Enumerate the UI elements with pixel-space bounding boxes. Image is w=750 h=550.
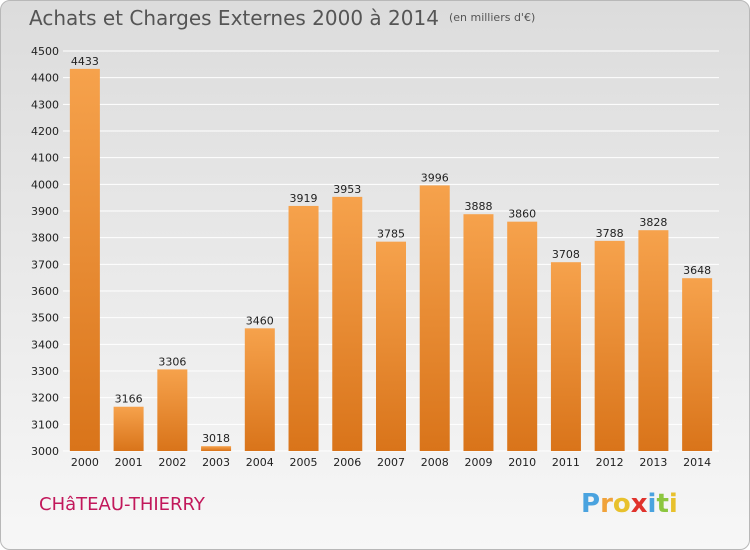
bar-2002 [157, 369, 188, 451]
y-tick-label: 4300 [31, 98, 59, 111]
bar-2011 [550, 262, 581, 451]
logo-letter: r [600, 489, 613, 519]
bar-value-label: 3828 [639, 216, 667, 229]
bar-value-label: 3648 [683, 264, 711, 277]
bar-value-label: 3919 [290, 192, 318, 205]
x-tick-label: 2013 [639, 456, 667, 469]
logo-letter: o [612, 489, 631, 519]
x-tick-label: 2005 [290, 456, 318, 469]
chart-title: Achats et Charges Externes 2000 à 2014 (e… [29, 6, 535, 30]
y-tick-label: 3400 [31, 338, 59, 351]
bar-value-label: 3953 [333, 183, 361, 196]
y-tick-label: 3300 [31, 365, 59, 378]
logo-letter: P [581, 489, 601, 519]
bar-2006 [332, 196, 363, 451]
y-tick-label: 3500 [31, 312, 59, 325]
logo-letter: x [630, 489, 648, 519]
y-tick-label: 4400 [31, 72, 59, 85]
chart-unit: (en milliers d'€) [448, 11, 536, 24]
bar-2014 [682, 278, 713, 451]
bar-2008 [419, 185, 450, 451]
x-tick-label: 2003 [202, 456, 230, 469]
x-tick-label: 2001 [115, 456, 143, 469]
bar-value-label: 3996 [421, 171, 449, 184]
bars: 4433 3166 3306 3018 3460 3919 3953 3785 3996 3888… [69, 55, 713, 451]
x-tick-label: 2002 [158, 456, 186, 469]
bar-2007 [376, 241, 406, 451]
bar-2005 [288, 205, 319, 451]
bar-2013 [638, 230, 669, 451]
x-tick-label: 2010 [508, 456, 536, 469]
bar-value-label: 3306 [158, 355, 186, 368]
bar-value-label: 3888 [464, 200, 492, 213]
x-tick-label: 2000 [71, 456, 99, 469]
y-tick-label: 4500 [31, 45, 59, 58]
bar-value-label: 3460 [246, 314, 274, 327]
proxiti-logo: Proxiti [581, 489, 678, 519]
y-tick-label: 3900 [31, 205, 59, 218]
y-tick-label: 3700 [31, 258, 59, 271]
bar-2004 [244, 328, 275, 451]
bar-value-label: 3785 [377, 228, 405, 241]
x-tick-label: 2012 [596, 456, 624, 469]
commune-name: CHâTEAU-THIERRY [39, 494, 205, 515]
x-tick-label: 2011 [552, 456, 580, 469]
bar-2000 [69, 68, 100, 451]
logo-letter: t [656, 489, 669, 519]
y-tick-label: 4200 [31, 125, 59, 138]
bar-value-label: 4433 [71, 55, 99, 68]
bar-2012 [594, 240, 625, 451]
bar-2003 [201, 446, 232, 451]
x-axis: 2000 2001 2002 2003 2004 2005 2006 2007 2008 2009… [71, 456, 711, 469]
y-tick-label: 3800 [31, 232, 59, 245]
x-tick-label: 2007 [377, 456, 405, 469]
bar-2009 [463, 214, 494, 451]
bar-value-label: 3708 [552, 248, 580, 261]
bar-value-label: 3166 [115, 393, 143, 406]
logo-letter: i [668, 489, 678, 519]
x-tick-label: 2008 [421, 456, 449, 469]
bar-value-label: 3018 [202, 432, 230, 445]
logo-letter: i [647, 489, 657, 519]
y-tick-label: 4000 [31, 178, 59, 191]
x-tick-label: 2014 [683, 456, 711, 469]
y-tick-label: 3000 [31, 445, 59, 458]
y-tick-label: 3100 [31, 418, 59, 431]
y-tick-label: 3200 [31, 392, 59, 405]
bar-2001 [113, 406, 144, 451]
y-axis: 3000 3100 3200 3300 3400 3500 3600 3700 3800 3900… [31, 45, 59, 458]
x-tick-label: 2009 [464, 456, 492, 469]
y-tick-label: 3600 [31, 285, 59, 298]
bar-2010 [507, 221, 538, 451]
x-tick-label: 2004 [246, 456, 274, 469]
bar-value-label: 3860 [508, 208, 536, 221]
y-tick-label: 4100 [31, 152, 59, 165]
bar-value-label: 3788 [596, 227, 624, 240]
chart-title-text: Achats et Charges Externes 2000 à 2014 [29, 6, 439, 30]
x-tick-label: 2006 [333, 456, 361, 469]
